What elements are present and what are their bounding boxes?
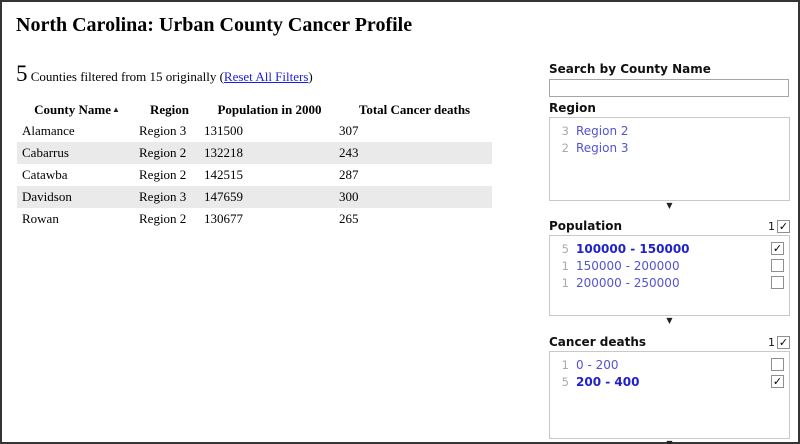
facet-list: Region 3 Region 2 2 Region 3 ▼ Populatio…	[549, 101, 790, 444]
facet-item-count: 5	[561, 241, 569, 256]
column-header-cancer-deaths[interactable]: Total Cancer deaths	[358, 101, 471, 117]
facet-title: Region	[549, 101, 596, 115]
facet-selected-count: 1	[768, 219, 775, 233]
facet-item[interactable]: 5 200 - 400 ✓	[550, 373, 789, 390]
table-cell: 132218	[204, 145, 243, 160]
table-cell: Region 3	[139, 123, 187, 138]
sort-ascending-icon: ▲	[112, 104, 120, 114]
facet-item-count: 2	[561, 140, 569, 155]
facet-item[interactable]: 3 Region 2	[550, 122, 789, 139]
search-label: Search by County Name	[549, 62, 711, 76]
facet: Region 3 Region 2 2 Region 3 ▼	[549, 101, 790, 210]
county-table: County Name▲ Region Population in 2000 T…	[17, 99, 492, 230]
facet-item-link[interactable]: Region 3	[576, 140, 629, 155]
facet-item-link[interactable]: 0 - 200	[576, 357, 619, 372]
facet-item-checkbox[interactable]: ✓	[771, 242, 784, 255]
table-cell: 307	[339, 123, 359, 138]
reset-all-filters-link[interactable]: Reset All Filters	[223, 69, 309, 84]
table-row: Cabarrus Region 2 132218 243	[17, 142, 492, 164]
facet-item-count: 1	[561, 357, 569, 372]
facet-item-link[interactable]: 200000 - 250000	[576, 275, 680, 290]
filter-summary-close-paren: )	[308, 69, 313, 84]
facet-header: Population 1 ✓	[549, 219, 790, 233]
column-header-label: County Name	[34, 101, 111, 117]
facet-item-count: 3	[561, 123, 569, 138]
table-header-row: County Name▲ Region Population in 2000 T…	[17, 99, 492, 120]
facet-header: Cancer deaths 1 ✓	[549, 335, 790, 349]
table-cell: Davidson	[22, 189, 72, 204]
facet-item[interactable]: 2 Region 3	[550, 139, 789, 156]
table-body: Alamance Region 3 131500 307 Cabarrus Region …	[17, 120, 492, 230]
table-cell: Region 2	[139, 211, 187, 226]
column-header-region[interactable]: Region	[150, 101, 189, 117]
facet-item-count: 1	[561, 258, 569, 273]
facet-item-checkbox[interactable]	[771, 259, 784, 272]
filter-summary-text: Counties filtered from 15 originally (	[27, 69, 224, 84]
table-cell: Alamance	[22, 123, 75, 138]
facet-resize-handle-icon[interactable]: ▼	[666, 439, 673, 444]
facet-box: 5 100000 - 150000 ✓ 1 150000 - 200000 1 …	[549, 235, 790, 316]
facet-selected-count: 1	[768, 335, 775, 349]
table-cell: 300	[339, 189, 359, 204]
table-cell: Catawba	[22, 167, 68, 182]
facet-box: 1 0 - 200 5 200 - 400 ✓	[549, 351, 790, 439]
facet-item-checkbox[interactable]: ✓	[771, 375, 784, 388]
facet-item-checkbox[interactable]	[771, 276, 784, 289]
table-cell: 142515	[204, 167, 243, 182]
facet-resize-handle-icon[interactable]: ▼	[666, 201, 673, 210]
column-header-county-name[interactable]: County Name▲	[17, 99, 137, 120]
table-cell: 130677	[204, 211, 243, 226]
facet-title: Cancer deaths	[549, 335, 647, 349]
facet-title: Population	[549, 219, 623, 233]
filtered-count: 5	[16, 61, 28, 86]
facet-item[interactable]: 1 150000 - 200000	[550, 257, 789, 274]
table-cell: Region 3	[139, 189, 187, 204]
table-cell: 131500	[204, 123, 243, 138]
facet-sidebar: Search by County Name Region 3 Region 2 …	[549, 62, 790, 444]
table-row: Davidson Region 3 147659 300	[17, 186, 492, 208]
facet: Population 1 ✓ 5 100000 - 150000 ✓ 1 150…	[549, 219, 790, 325]
table-cell: 265	[339, 211, 359, 226]
table-cell: 243	[339, 145, 359, 160]
facet-item-checkbox[interactable]	[771, 358, 784, 371]
facet-selection-controls: 1 ✓	[768, 335, 790, 349]
table-cell: Region 2	[139, 167, 187, 182]
facet-resize-handle-icon[interactable]: ▼	[666, 316, 673, 325]
facet-item[interactable]: 1 0 - 200	[550, 356, 789, 373]
column-header-population[interactable]: Population in 2000	[217, 101, 322, 117]
facet-clear-checkbox[interactable]: ✓	[777, 335, 790, 349]
facet-item-link[interactable]: 200 - 400	[576, 374, 640, 389]
facet-clear-checkbox[interactable]: ✓	[777, 219, 790, 233]
facet-box: 3 Region 2 2 Region 3	[549, 117, 790, 201]
table-cell: Rowan	[22, 211, 59, 226]
filter-summary: 5 Counties filtered from 15 originally (…	[16, 62, 313, 85]
facet-item-count: 5	[561, 374, 569, 389]
table-row: Catawba Region 2 142515 287	[17, 164, 492, 186]
table-cell: 287	[339, 167, 359, 182]
facet-item[interactable]: 5 100000 - 150000 ✓	[550, 240, 789, 257]
facet: Cancer deaths 1 ✓ 1 0 - 200 5 200 - 400 …	[549, 335, 790, 444]
facet-selection-controls: 1 ✓	[768, 219, 790, 233]
table-cell: 147659	[204, 189, 243, 204]
search-input[interactable]	[549, 79, 789, 97]
facet-item-count: 1	[561, 275, 569, 290]
table-cell: Cabarrus	[22, 145, 69, 160]
page-title: North Carolina: Urban County Cancer Prof…	[16, 14, 413, 36]
facet-header: Region	[549, 101, 790, 115]
facet-item[interactable]: 1 200000 - 250000	[550, 274, 789, 291]
table-row: Rowan Region 2 130677 265	[17, 208, 492, 230]
table-cell: Region 2	[139, 145, 187, 160]
table-row: Alamance Region 3 131500 307	[17, 120, 492, 142]
facet-item-link[interactable]: 150000 - 200000	[576, 258, 680, 273]
facet-item-link[interactable]: 100000 - 150000	[576, 241, 690, 256]
facet-item-link[interactable]: Region 2	[576, 123, 629, 138]
